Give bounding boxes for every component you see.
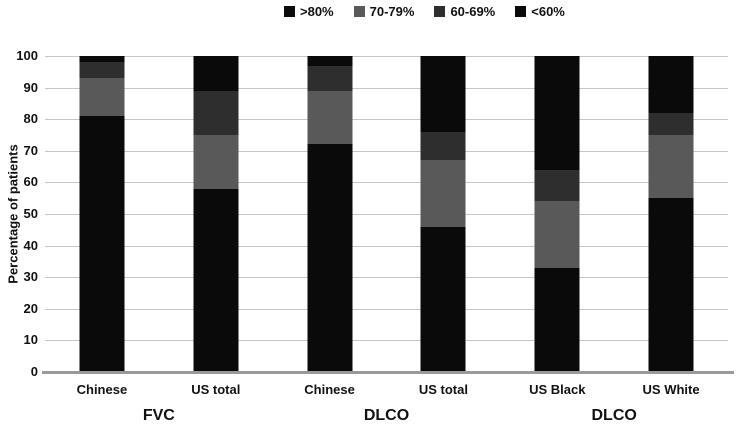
gridline xyxy=(45,56,728,57)
bar-segment xyxy=(307,56,353,66)
bar-segment xyxy=(193,135,239,189)
category-label: US total xyxy=(418,382,468,397)
bar-segment xyxy=(307,65,353,91)
bar-column-0 xyxy=(79,56,125,372)
category-label: US Black xyxy=(529,382,586,397)
legend-label: <60% xyxy=(531,4,565,19)
bar-segment xyxy=(534,201,580,268)
legend-swatch-icon xyxy=(284,6,295,17)
legend-swatch-icon xyxy=(515,6,527,17)
x-axis-line xyxy=(42,371,734,374)
bar-segment xyxy=(648,135,694,199)
bar-segment xyxy=(79,62,125,79)
chart-legend: >80% 70-79% 60-69% <60% xyxy=(284,5,565,18)
legend-item: 60-69% xyxy=(434,5,495,18)
bar-segment xyxy=(534,169,580,202)
bar-segment xyxy=(193,56,239,91)
gridline xyxy=(45,277,728,279)
legend-label: >80% xyxy=(300,4,334,19)
gridline xyxy=(45,182,728,184)
group-label: DLCO xyxy=(363,407,410,424)
y-tick-label: 60 xyxy=(23,174,38,190)
y-tick-label: 10 xyxy=(23,332,38,348)
legend-item: 70-79% xyxy=(353,4,415,19)
legend-swatch-icon xyxy=(353,6,365,17)
category-label: US White xyxy=(642,382,700,397)
plot-area xyxy=(45,56,728,372)
gridline xyxy=(45,150,728,152)
bar-segment xyxy=(648,198,694,372)
bar-column-3 xyxy=(420,56,466,372)
bar-segment xyxy=(648,112,694,136)
y-tick-label: 50 xyxy=(23,206,38,221)
legend-item: <60% xyxy=(515,5,565,18)
legend-label: 60-69% xyxy=(450,4,496,19)
gridline xyxy=(45,340,728,342)
category-label: US total xyxy=(191,382,241,397)
category-label: Chinese xyxy=(304,382,355,397)
y-tick-label: 100 xyxy=(16,48,38,63)
y-tick-label: 90 xyxy=(23,79,38,95)
bar-column-5 xyxy=(648,56,694,372)
y-tick-label: 70 xyxy=(23,142,38,158)
y-tick-label: 0 xyxy=(30,364,38,379)
group-label: FVC xyxy=(142,407,175,424)
legend-label: 70-79% xyxy=(369,4,415,19)
bar-column-2 xyxy=(307,56,353,372)
bar-segment xyxy=(307,144,353,372)
bar-segment xyxy=(420,56,466,132)
gridline xyxy=(45,214,728,215)
gridline xyxy=(45,245,728,247)
legend-item: >80% xyxy=(284,5,334,18)
bar-segment xyxy=(420,131,466,161)
bar-segment xyxy=(534,267,580,372)
bar-segment xyxy=(79,78,125,117)
category-label: Chinese xyxy=(76,382,128,397)
y-tick-label: 20 xyxy=(23,300,38,316)
y-tick-label: 30 xyxy=(23,269,38,285)
bar-segment xyxy=(79,116,125,372)
bar-segment xyxy=(420,226,466,372)
y-tick-label: 40 xyxy=(23,237,38,253)
bar-segment xyxy=(307,90,353,145)
bar-segment xyxy=(534,56,580,170)
bar-segment xyxy=(420,160,466,227)
bar-segment xyxy=(648,56,694,113)
bar-segment xyxy=(79,56,125,63)
bar-segment xyxy=(193,188,239,372)
gridline xyxy=(45,308,728,310)
bar-column-4 xyxy=(534,56,580,372)
gridline xyxy=(45,87,728,89)
bar-segment xyxy=(193,90,239,136)
group-label: DLCO xyxy=(591,407,637,424)
gridline xyxy=(45,119,728,121)
legend-swatch-icon xyxy=(434,6,446,17)
bar-column-1 xyxy=(193,56,239,372)
y-tick-label: 80 xyxy=(23,111,38,127)
